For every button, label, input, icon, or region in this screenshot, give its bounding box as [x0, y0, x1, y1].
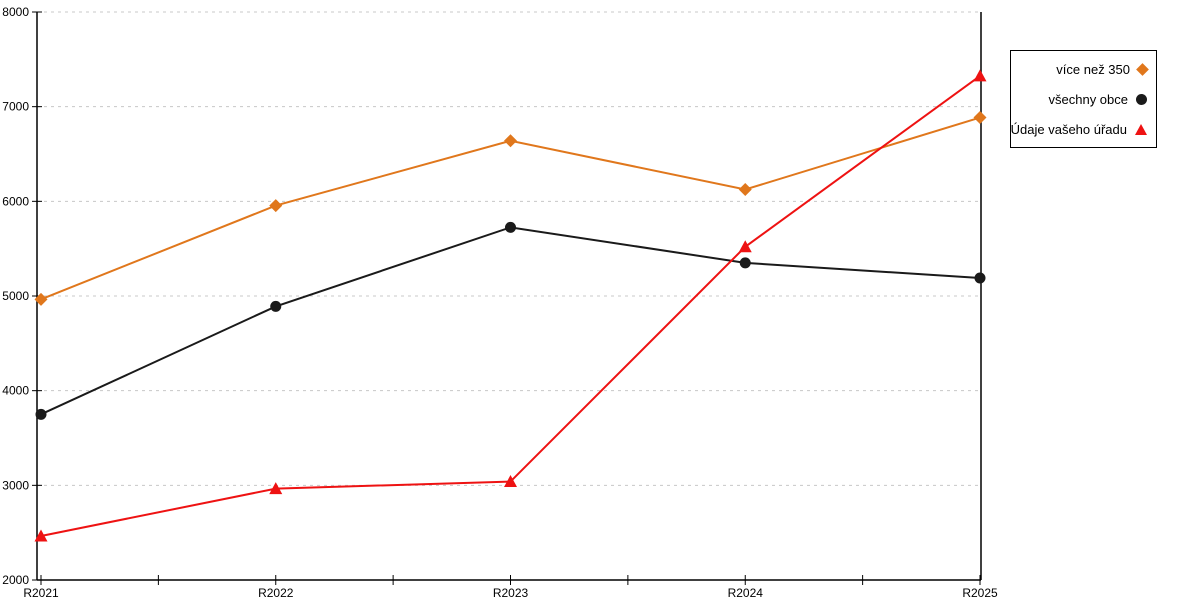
legend-label: více než 350 — [1056, 61, 1130, 77]
legend-item-vice-nez-350: více než 350 — [1011, 54, 1156, 84]
data-point — [270, 300, 282, 312]
triangle-marker-icon — [1135, 123, 1147, 135]
legend-item-udaje-vaseho-uradu: Údaje vašeho úřadu — [1011, 114, 1156, 144]
y-tick-label: 5000 — [2, 289, 29, 303]
y-tick-label: 3000 — [2, 478, 29, 492]
data-point — [738, 240, 752, 253]
data-point — [504, 134, 517, 148]
y-tick-label: 2000 — [2, 573, 29, 587]
data-point — [34, 529, 48, 542]
data-point — [974, 272, 986, 284]
legend: více než 350 všechny obce Údaje vašeho ú… — [1010, 50, 1157, 148]
legend-label: všechny obce — [1048, 91, 1129, 107]
y-tick-label: 7000 — [2, 100, 29, 114]
y-tick-label: 8000 — [2, 5, 29, 19]
data-point — [973, 111, 987, 125]
circle-marker-icon — [1136, 93, 1147, 105]
series-line — [40, 226, 981, 416]
diamond-marker-icon — [1136, 62, 1149, 76]
x-tick-label: R2023 — [493, 586, 529, 600]
data-point — [505, 221, 516, 233]
legend-label: Údaje vašeho úřadu — [1010, 121, 1127, 137]
data-point — [269, 482, 283, 495]
y-tick-label: 6000 — [2, 194, 29, 208]
y-tick-label: 4000 — [2, 384, 29, 398]
x-tick-label: R2022 — [258, 586, 294, 600]
x-tick-label: R2021 — [23, 586, 59, 600]
data-point — [738, 183, 752, 196]
data-point — [739, 257, 751, 269]
data-point — [504, 475, 517, 488]
legend-item-vsechny-obce: všechny obce — [1011, 84, 1156, 114]
data-point — [34, 292, 48, 306]
data-point — [35, 408, 47, 420]
x-tick-label: R2025 — [962, 586, 998, 600]
data-point — [269, 199, 283, 213]
x-tick-label: R2024 — [728, 586, 764, 600]
data-point — [973, 69, 987, 82]
